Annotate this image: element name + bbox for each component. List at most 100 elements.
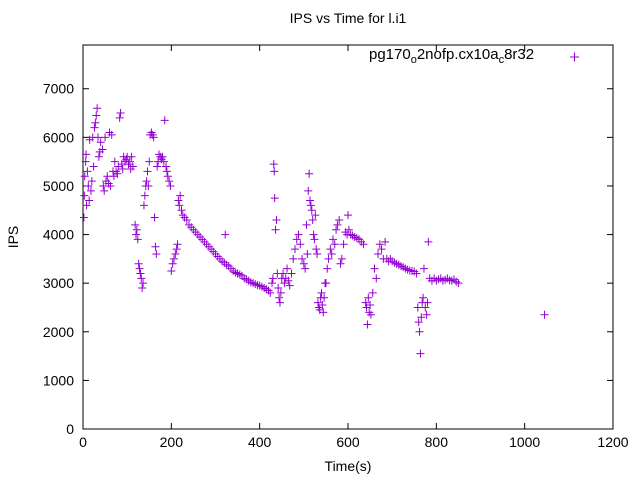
data-point [275, 293, 284, 302]
data-point [139, 201, 148, 210]
data-point [344, 225, 353, 234]
data-point [332, 225, 341, 234]
data-point [100, 186, 109, 195]
data-point [291, 245, 299, 254]
data-point [142, 177, 151, 186]
data-point [328, 235, 337, 244]
data-point [372, 274, 381, 283]
data-point [150, 213, 159, 222]
data-point [86, 186, 95, 195]
data-point [320, 293, 329, 302]
data-point [116, 109, 125, 118]
data-point [87, 177, 96, 186]
data-point [323, 264, 332, 273]
data-point [381, 237, 390, 246]
data-point [336, 259, 345, 268]
data-point [410, 267, 419, 276]
data-point [296, 240, 305, 249]
data-point [110, 157, 119, 166]
data-point [368, 288, 377, 297]
data-point [416, 349, 425, 358]
data-point [419, 293, 428, 302]
data-point [132, 225, 141, 234]
data-point [106, 181, 115, 190]
data-point [136, 269, 145, 278]
x-tick-label: 1000 [509, 434, 540, 450]
data-point [305, 169, 314, 178]
x-tick-label: 600 [336, 434, 360, 450]
data-point [359, 240, 368, 249]
data-point [302, 220, 311, 229]
y-tick-label: 0 [66, 421, 74, 437]
data-point [333, 220, 342, 229]
data-point [266, 288, 275, 297]
data-point [421, 303, 430, 312]
data-point [370, 264, 379, 273]
data-point [313, 298, 322, 307]
data-point [274, 284, 283, 293]
data-point [276, 288, 285, 297]
data-point [163, 172, 172, 181]
data-point [413, 303, 422, 312]
legend: pg170o2nofp.cx10ac8r32 [369, 46, 535, 66]
data-point [134, 259, 143, 268]
data-point [285, 281, 294, 290]
data-point [139, 279, 148, 288]
data-point [172, 245, 181, 254]
data-point [115, 113, 124, 122]
data-point [159, 157, 168, 166]
data-point [423, 298, 432, 307]
data-point [294, 230, 303, 239]
data-point [414, 318, 423, 327]
data-point [132, 230, 140, 239]
data-point [419, 264, 428, 273]
data-point [326, 245, 335, 254]
data-point [165, 177, 174, 186]
data-point [84, 181, 93, 190]
data-point [144, 181, 153, 190]
data-point [424, 237, 433, 246]
data-point [283, 264, 292, 273]
data-point [412, 269, 421, 278]
legend-text: pg170 [369, 46, 411, 63]
data-point [313, 250, 322, 259]
chart-title: IPS vs Time for l.i1 [290, 10, 407, 26]
data-point [118, 164, 127, 173]
x-tick-label: 0 [79, 434, 87, 450]
legend-text: 8r32 [504, 46, 535, 63]
data-point [162, 167, 171, 176]
data-point [306, 196, 315, 205]
data-point [222, 260, 231, 269]
data-point [270, 194, 279, 203]
x-axis-label: Time(s) [325, 458, 372, 474]
data-point [335, 215, 344, 224]
x-tick-label: 800 [425, 434, 449, 450]
plot-frame [82, 44, 614, 430]
legend-sub: o [410, 54, 417, 66]
data-point [377, 245, 386, 254]
data-point [125, 157, 134, 166]
data-point [308, 215, 317, 224]
data-point [174, 196, 183, 205]
data-point [284, 276, 293, 285]
data-point [303, 250, 312, 259]
data-point [312, 245, 321, 254]
data-point [158, 152, 167, 161]
data-point [171, 250, 180, 259]
legend-label: pg170o2nofp.cx10ac8r32 [369, 46, 535, 66]
data-point [169, 254, 178, 263]
data-point [321, 279, 330, 288]
data-point [339, 240, 348, 249]
data-point [160, 116, 169, 125]
data-point [417, 313, 426, 322]
data-point [168, 259, 177, 268]
data-point [275, 298, 284, 307]
data-point [319, 308, 328, 317]
data-point [270, 167, 279, 176]
data-point [128, 162, 137, 171]
data-point [304, 186, 313, 195]
data-point [101, 133, 110, 142]
data-point [140, 191, 149, 200]
